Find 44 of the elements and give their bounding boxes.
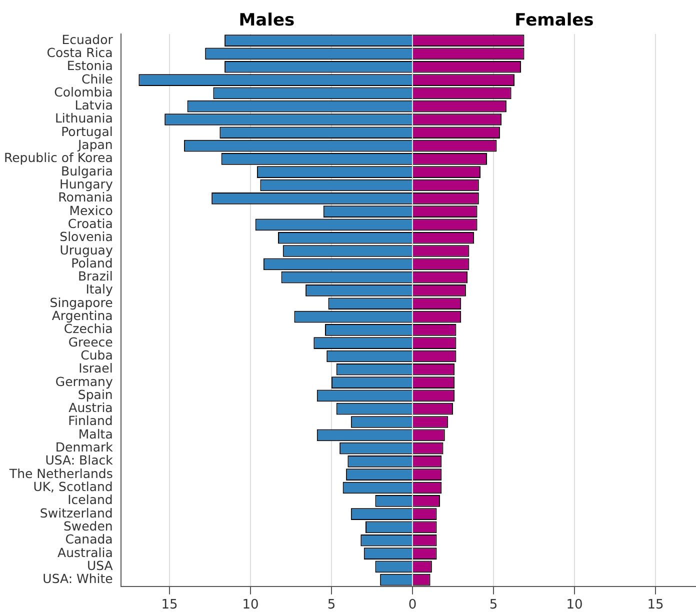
y-tick-label: Estonia	[66, 58, 113, 74]
y-tick-label: Slovenia	[60, 229, 113, 244]
y-tick-label: Chile	[82, 71, 114, 86]
y-tick-label: Sweden	[63, 518, 113, 534]
x-tick-label: 10	[566, 598, 583, 613]
y-tick-label: Croatia	[68, 216, 113, 231]
x-tick-label: 15	[161, 598, 178, 613]
y-tick-label: Germany	[55, 374, 114, 389]
x-tick-label: 0	[408, 598, 417, 613]
y-tick-label: Italy	[86, 282, 114, 297]
series-label: Females	[514, 10, 594, 30]
y-tick-label: USA	[86, 558, 114, 573]
y-tick-label: Greece	[68, 334, 114, 350]
y-tick-label: Latvia	[74, 98, 113, 113]
y-tick-label: Israel	[78, 360, 113, 376]
y-tick-label: Australia	[58, 544, 113, 560]
y-tick-label: Costa Rica	[46, 44, 113, 60]
y-tick-label: Malta	[78, 426, 113, 442]
y-tick-label: USA: Black	[45, 452, 114, 468]
y-tick-label: Switzerland	[40, 505, 113, 520]
y-tick-label: Denmark	[55, 440, 114, 455]
y-tick-label: Colombia	[54, 84, 113, 100]
y-tick-label: Canada	[65, 532, 113, 547]
y-tick-label: The Netherlands	[8, 466, 113, 481]
y-tick-label: Ecuador	[62, 32, 114, 47]
y-tick-label: Austria	[68, 400, 113, 416]
y-tick-label: Uruguay	[60, 242, 114, 258]
x-tick-label: 10	[242, 598, 259, 613]
y-tick-label: Japan	[76, 137, 113, 152]
y-tick-label: Hungary	[59, 176, 114, 192]
y-tick-label: Portugal	[61, 124, 113, 139]
y-tick-label: Mexico	[69, 202, 113, 218]
y-tick-label: UK, Scotland	[33, 479, 113, 494]
y-tick-label: Finland	[68, 413, 113, 428]
y-tick-label: USA: White	[42, 571, 114, 586]
y-tick-label: Cuba	[80, 347, 113, 362]
y-tick-label: Lithuania	[54, 110, 113, 126]
y-tick-label: Iceland	[68, 492, 113, 508]
x-tick-label: 5	[489, 598, 498, 613]
x-tick-label: 15	[647, 598, 664, 613]
x-tick-label: 5	[327, 598, 336, 613]
y-tick-label: Bulgaria	[61, 163, 113, 178]
series-label: Males	[238, 10, 295, 30]
y-tick-label: Brazil	[78, 268, 113, 284]
